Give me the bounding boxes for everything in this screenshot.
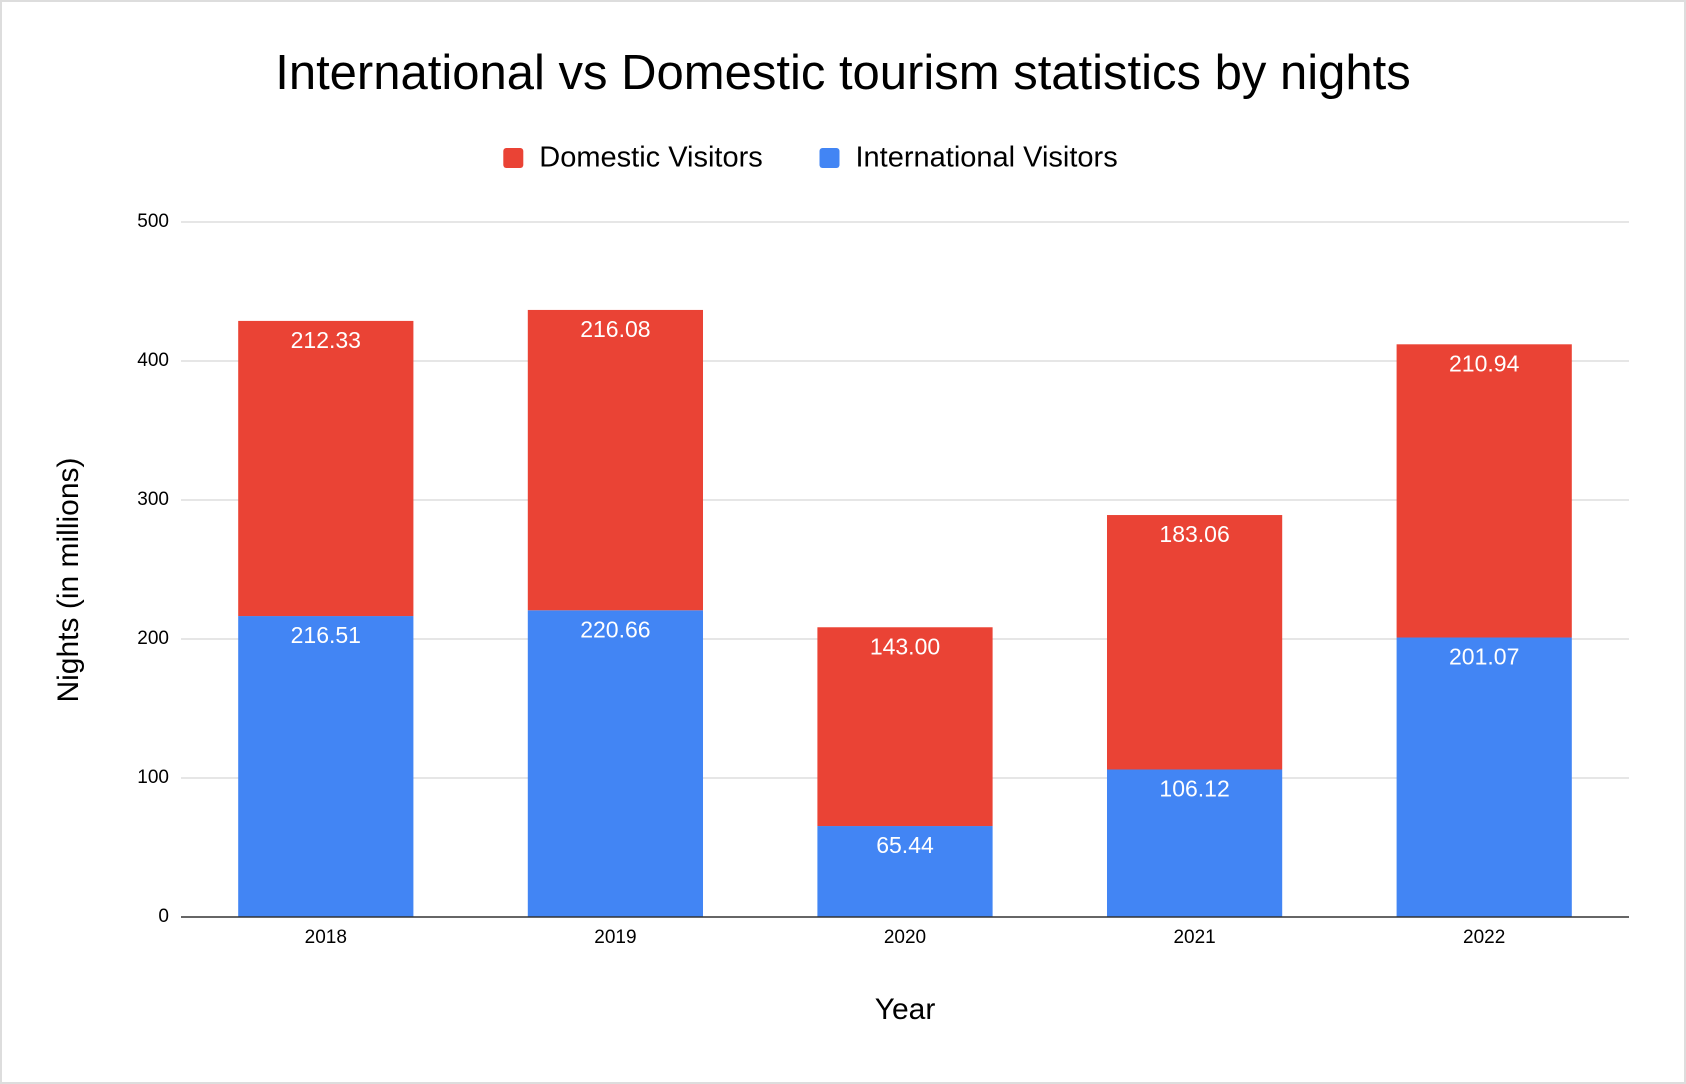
y-tick-label: 500	[137, 211, 169, 232]
y-tick-label: 200	[137, 628, 169, 649]
data-label: 220.66	[580, 616, 650, 642]
bar-segment	[527, 309, 704, 611]
data-label: 65.44	[876, 832, 934, 858]
legend-label: International Visitors	[856, 142, 1118, 174]
bar-segment	[1396, 637, 1572, 917]
bar-segment	[817, 627, 993, 827]
data-label: 106.12	[1159, 776, 1229, 802]
bar-segment	[1396, 344, 1572, 638]
bar-segment	[238, 320, 414, 617]
y-tick-label: 0	[158, 906, 169, 927]
data-label: 201.07	[1449, 644, 1519, 670]
data-label: 216.08	[580, 316, 650, 342]
x-tick-label: 2018	[305, 927, 347, 948]
legend: Domestic Visitors International Visitors	[503, 142, 1118, 174]
data-label: 143.00	[870, 633, 940, 659]
x-tick-label: 2022	[1463, 927, 1505, 948]
legend-swatch	[819, 148, 840, 168]
y-tick-label: 300	[137, 489, 169, 510]
bar-segment	[817, 826, 993, 917]
data-label: 210.94	[1449, 350, 1520, 376]
x-axis-title: Year	[875, 993, 936, 1026]
x-tick-label: 2021	[1173, 927, 1215, 948]
bar-segment	[1106, 515, 1283, 770]
bar-segment	[238, 616, 414, 917]
data-label: 212.33	[291, 327, 361, 353]
legend-label: Domestic Visitors	[539, 142, 762, 174]
y-tick-label: 100	[137, 767, 169, 788]
bar-segment	[527, 610, 704, 917]
data-label: 216.51	[291, 622, 361, 648]
data-label: 183.06	[1159, 521, 1229, 547]
x-tick-label: 2019	[594, 927, 636, 948]
bar-segment	[1106, 769, 1283, 917]
x-tick-label: 2020	[884, 927, 926, 948]
chart-title: International vs Domestic tourism statis…	[275, 46, 1411, 100]
legend-swatch	[503, 148, 524, 168]
y-tick-label: 400	[137, 350, 169, 371]
y-axis-title: Nights (in millions)	[52, 457, 85, 702]
